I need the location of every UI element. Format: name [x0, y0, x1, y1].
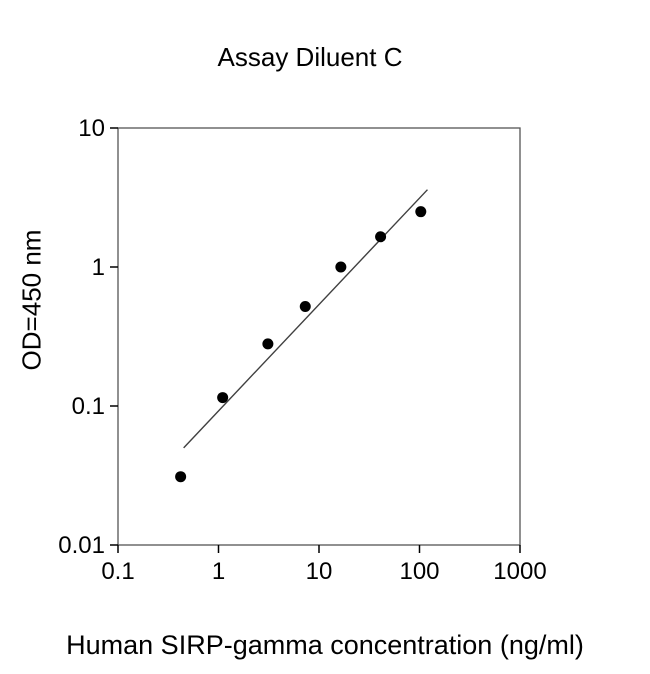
data-point	[217, 392, 229, 404]
data-point	[415, 206, 427, 218]
y-tick-label: 0.01	[58, 532, 105, 559]
x-tick-label: 10	[306, 558, 333, 585]
plot-frame	[117, 127, 521, 546]
x-tick-label: 100	[399, 558, 439, 585]
data-point	[299, 300, 311, 312]
trend-line	[183, 189, 428, 449]
chart-title: Assay Diluent C	[217, 42, 403, 72]
x-tick-label: 1000	[493, 558, 546, 585]
y-tick-label: 0.1	[72, 393, 105, 420]
y-tick-label: 10	[78, 115, 105, 142]
data-point	[262, 338, 274, 350]
data-point	[335, 261, 347, 273]
data-point	[175, 471, 187, 483]
x-tick-label: 1	[212, 558, 225, 585]
x-tick-label: 0.1	[101, 558, 134, 585]
data-point	[375, 231, 387, 243]
x-axis-label: Human SIRP-gamma concentration (ng/ml)	[66, 630, 584, 660]
y-tick-label: 1	[92, 254, 105, 281]
